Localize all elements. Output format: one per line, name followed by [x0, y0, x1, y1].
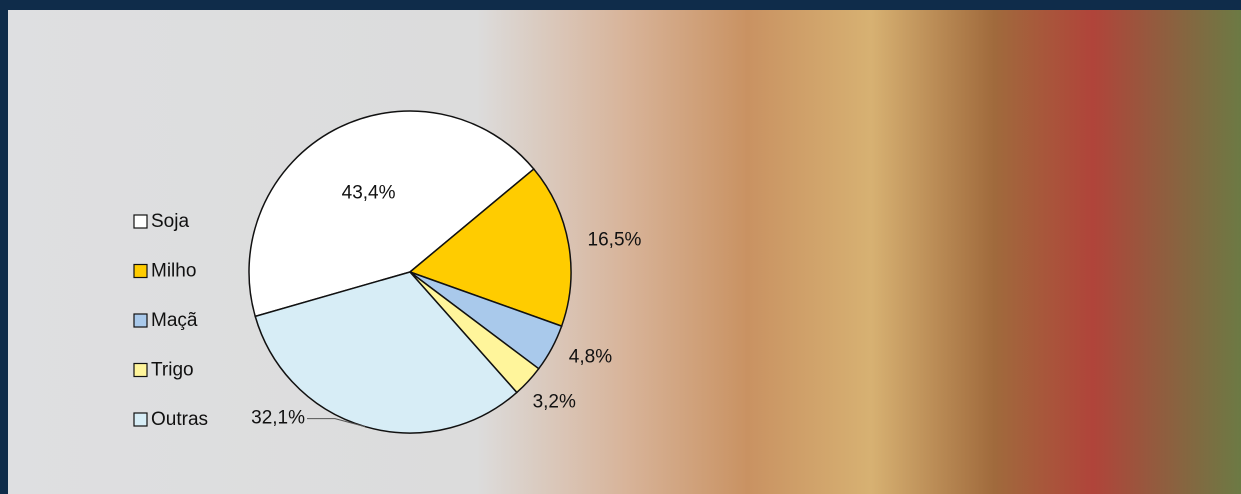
pie-slice — [254, 271, 518, 434]
data-label: 4,8% — [569, 346, 612, 367]
data-label: 3,2% — [533, 391, 576, 412]
background — [8, 10, 1241, 494]
legend-swatch — [133, 313, 148, 328]
pie-slice — [408, 167, 572, 328]
legend-swatch — [133, 214, 148, 229]
legend-swatch — [133, 412, 148, 427]
leader-line — [307, 418, 366, 428]
legend-label: Trigo — [151, 360, 194, 381]
legend-swatch — [133, 362, 148, 378]
legend-label: Outras — [151, 409, 208, 430]
legend-swatch — [133, 263, 148, 279]
legend-label: Maçã — [151, 310, 198, 331]
pie-slice — [248, 110, 535, 318]
legend-label: Soja — [151, 211, 189, 232]
legend-label: Milho — [151, 261, 196, 282]
data-label: 32,1% — [251, 408, 305, 429]
data-label: 16,5% — [588, 230, 642, 251]
data-label: 43,4% — [342, 183, 396, 204]
